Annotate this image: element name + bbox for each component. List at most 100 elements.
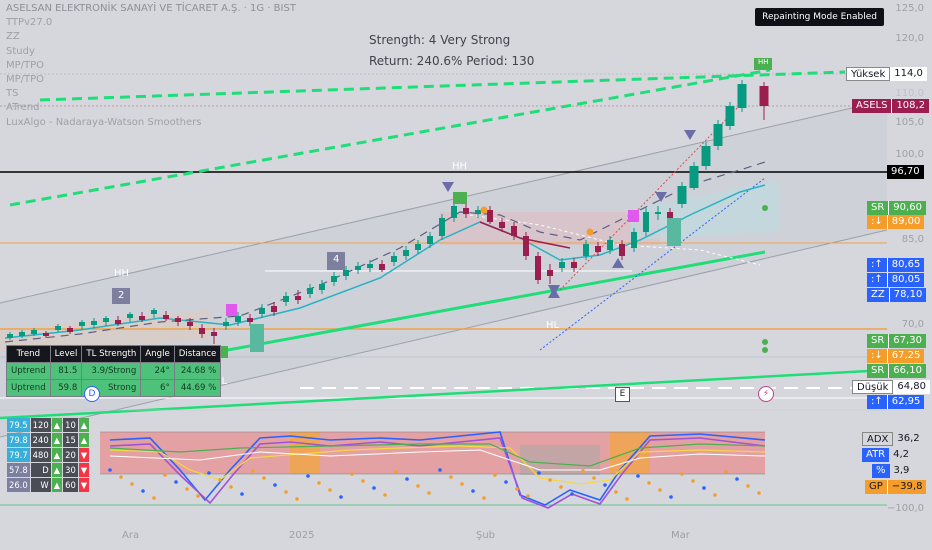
candle-body [391,256,397,262]
oscillator-dot [251,469,255,473]
oscillator-dot [691,479,695,483]
oscillator-dot [427,491,431,495]
y-tick: 85,0 [901,234,924,245]
indicator-item[interactable]: TS [6,88,19,100]
sr-tag-90: SR 90,60 [867,201,926,215]
candle-body [7,334,13,338]
indicator-item[interactable]: ZZ [6,31,20,43]
wave-number-label: 2 [118,290,125,301]
dividend-button[interactable]: D [84,386,100,402]
mtf-table: 79.5 120 ▲ 10 ▲ 79.8 240 ▲ 15 ▲ 79.7 480 ▲ 20 ▼ 57.8 D ▲ 3… [6,417,90,493]
arrow-value: 67,25 [886,349,925,363]
oscillator-dot [339,495,343,499]
candle-body [115,320,121,324]
candle-body [547,270,553,276]
y-tick: 120,0 [895,33,924,44]
candle-body [223,322,229,326]
candle-body [151,310,157,314]
oscillator-dot [548,478,552,482]
oscillator-dot [537,471,541,475]
indicator-item[interactable]: Study [6,45,35,57]
table-cell: 79.8 [7,433,30,447]
candle-body [367,264,373,268]
candle-body [319,284,325,290]
percent-value: 3,9 [889,464,914,478]
candle-body [79,322,85,326]
candle-body [487,210,493,222]
oscillator-dot [592,476,596,480]
time-axis-label: Mar [671,530,690,541]
wave-number-label: 4 [333,254,340,265]
candle-body [163,315,169,319]
atr-label: ATR [862,448,890,462]
current-price-tag: ASELS 108,2 [852,99,930,113]
arrow-label: :↑ [867,258,887,272]
adx-value: 36,2 [893,432,924,446]
oscillator-dot [460,482,464,486]
candle-body [701,146,711,166]
split-button[interactable]: ⚡ [758,386,774,402]
oscillator-dot [669,495,673,499]
y-tick: 110,0 [895,88,924,99]
table-cell: 44.69 % [173,379,222,397]
indicator-item[interactable]: TTPv27.0 [6,17,53,29]
atr-value: 4,2 [889,448,914,462]
candle-body [139,316,145,320]
table-cell: 120 [30,418,51,432]
oscillator-dot [504,480,508,484]
candle-body [103,318,109,322]
earnings-button[interactable]: E [615,387,630,402]
candle-body [759,86,769,106]
table-cell: ▲ [51,448,63,462]
candle-body [307,288,313,294]
oscillator-dot [207,471,211,475]
hl-label: HL [546,320,560,331]
arrow-value: 62,95 [886,395,925,409]
oscillator-dot [306,474,310,478]
arrow-value: 80,65 [886,258,925,272]
arrow-tag-67: :↓ 67,25 [867,349,925,363]
arrow-tag-62: :↑ 62,95 [867,395,925,409]
gp-label: GP [865,480,887,494]
candle-body [55,326,61,330]
table-cell: ▼ [78,448,90,462]
candle-body [463,208,469,214]
table-cell: 6° [140,379,175,397]
indicator-item[interactable]: ATrend [6,102,40,114]
sr-label: SR [867,364,889,378]
table-cell: ▲ [78,418,90,432]
oscillator-dot [394,470,398,474]
oscillator-dot [482,496,486,500]
oscillator-dot [328,488,332,492]
candle-body [259,308,265,314]
table-cell: 15 [63,433,78,447]
arrow-label: :↑ [867,273,887,287]
candle-body [677,186,687,204]
candle-body [583,244,589,256]
current-value: 108,2 [891,99,930,113]
oscillator-dot [471,489,475,493]
time-axis-label: Şub [476,530,496,541]
table-cell: 3.9/Strong [81,362,142,380]
arrow-label: :↓ [867,349,887,363]
strength-text: Strength: 4 Very Strong [369,33,511,47]
oscillator-dot [526,494,530,498]
oscillator-dot [383,493,387,497]
indicator-item[interactable]: LuxAlgo - Nadaraya-Watson Smoothers [6,116,202,128]
table-cell: 480 [30,448,51,462]
candle-body [499,222,505,228]
zz-tag: ZZ 78,10 [867,288,927,302]
candle-body [725,106,735,126]
candle-body [379,264,385,270]
oscillator-dot [713,493,717,497]
indicator-item[interactable]: MP/TPO [6,59,45,71]
table-cell: Uptrend [6,379,51,397]
candle-body [571,262,577,268]
indicator-item[interactable]: MP/TPO [6,74,45,86]
candle-body [631,232,637,248]
zz-label: ZZ [867,288,889,302]
sr-value: 66,10 [888,364,926,378]
table-cell: ▼ [78,463,90,477]
sr-tag-66: SR 66,10 [867,364,926,378]
